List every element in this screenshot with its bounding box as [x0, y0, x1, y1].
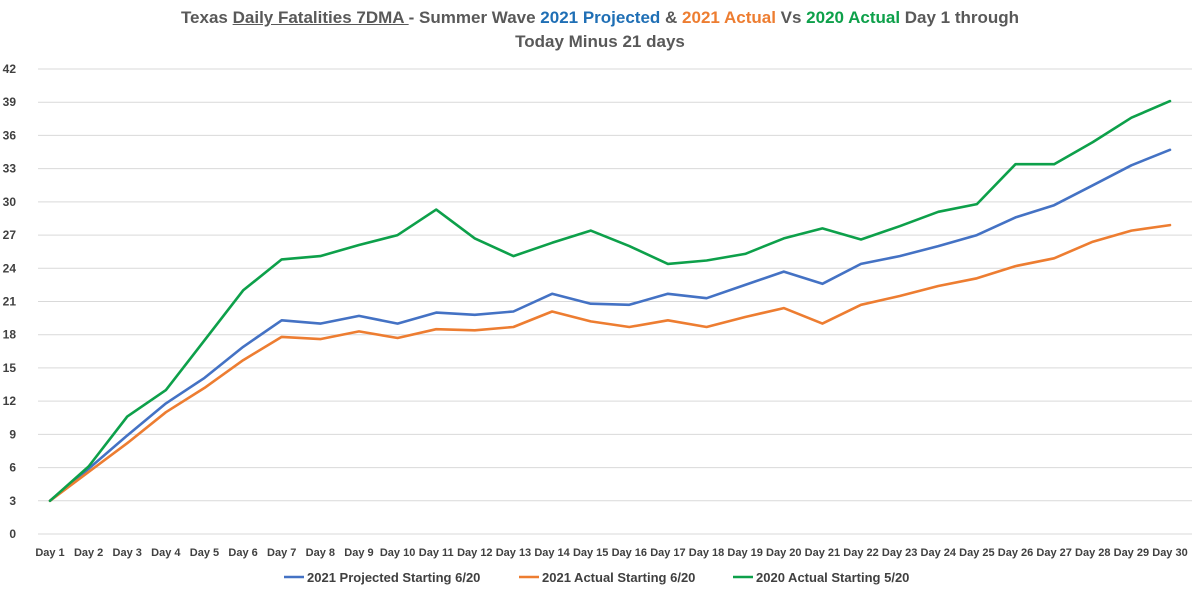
- x-tick-label: Day 20: [766, 547, 801, 559]
- chart-title: Texas Daily Fatalities 7DMA - Summer Wav…: [0, 6, 1200, 54]
- x-tick-label: Day 14: [534, 547, 570, 559]
- title-part: 2020 Actual: [806, 8, 901, 27]
- series-line: [48, 99, 1172, 503]
- x-tick-label: Day 8: [306, 547, 335, 559]
- x-tick-label: Day 27: [1036, 547, 1071, 559]
- x-tick-label: Day 9: [344, 547, 373, 559]
- x-tick-label: Day 3: [113, 547, 142, 559]
- legend-label: 2021 Projected Starting 6/20: [307, 570, 480, 585]
- chart-title-line1: Texas Daily Fatalities 7DMA - Summer Wav…: [0, 6, 1200, 30]
- x-tick-label: Day 23: [882, 547, 917, 559]
- y-tick-label: 6: [9, 461, 16, 475]
- x-tick-label: Day 7: [267, 547, 296, 559]
- title-part: Daily Fatalities 7DMA: [232, 8, 409, 27]
- y-tick-label: 15: [3, 361, 17, 375]
- x-tick-label: Day 5: [190, 547, 219, 559]
- x-tick-label: Day 6: [228, 547, 257, 559]
- y-tick-label: 12: [3, 394, 17, 408]
- title-part: 2021 Actual: [682, 8, 776, 27]
- x-tick-label: Day 4: [151, 547, 181, 559]
- y-tick-label: 0: [9, 527, 16, 541]
- title-part: Vs: [775, 8, 807, 27]
- x-tick-label: Day 16: [612, 547, 647, 559]
- x-tick-label: Day 17: [650, 547, 685, 559]
- y-tick-label: 9: [9, 427, 16, 441]
- title-part: &: [660, 8, 683, 27]
- x-tick-label: Day 15: [573, 547, 608, 559]
- y-tick-label: 30: [3, 195, 17, 209]
- y-tick-label: 36: [3, 128, 17, 142]
- title-part: - Summer Wave: [408, 8, 541, 27]
- title-part: 2021 Projected: [540, 8, 661, 27]
- x-tick-label: Day 24: [921, 547, 957, 559]
- x-tick-label: Day 1: [35, 547, 64, 559]
- y-tick-label: 27: [3, 228, 17, 242]
- x-tick-label: Day 28: [1075, 547, 1110, 559]
- chart-title-line2: Today Minus 21 days: [515, 32, 685, 51]
- x-tick-label: Day 2: [74, 547, 103, 559]
- y-tick-label: 3: [9, 494, 16, 508]
- x-tick-label: Day 10: [380, 547, 415, 559]
- y-tick-label: 24: [3, 261, 17, 275]
- y-tick-label: 18: [3, 328, 17, 342]
- x-tick-label: Day 26: [998, 547, 1033, 559]
- y-tick-label: 42: [3, 62, 17, 76]
- x-tick-label: Day 25: [959, 547, 994, 559]
- x-tick-label: Day 22: [843, 547, 878, 559]
- series-line: [48, 223, 1172, 503]
- x-tick-label: Day 21: [805, 547, 840, 559]
- title-part: Day 1 through: [900, 8, 1020, 27]
- y-tick-label: 33: [3, 162, 17, 176]
- x-tick-label: Day 13: [496, 547, 531, 559]
- x-tick-label: Day 12: [457, 547, 492, 559]
- x-tick-label: Day 29: [1114, 547, 1149, 559]
- y-tick-label: 21: [3, 295, 17, 309]
- x-tick-label: Day 18: [689, 547, 724, 559]
- title-part: Texas: [180, 8, 233, 27]
- legend-label: 2021 Actual Starting 6/20: [542, 570, 695, 585]
- x-tick-label: Day 11: [419, 547, 454, 559]
- legend-label: 2020 Actual Starting 5/20: [756, 570, 909, 585]
- x-tick-label: Day 30: [1152, 547, 1187, 559]
- x-tick-label: Day 19: [727, 547, 762, 559]
- series-line: [48, 148, 1172, 503]
- y-tick-label: 39: [3, 95, 17, 109]
